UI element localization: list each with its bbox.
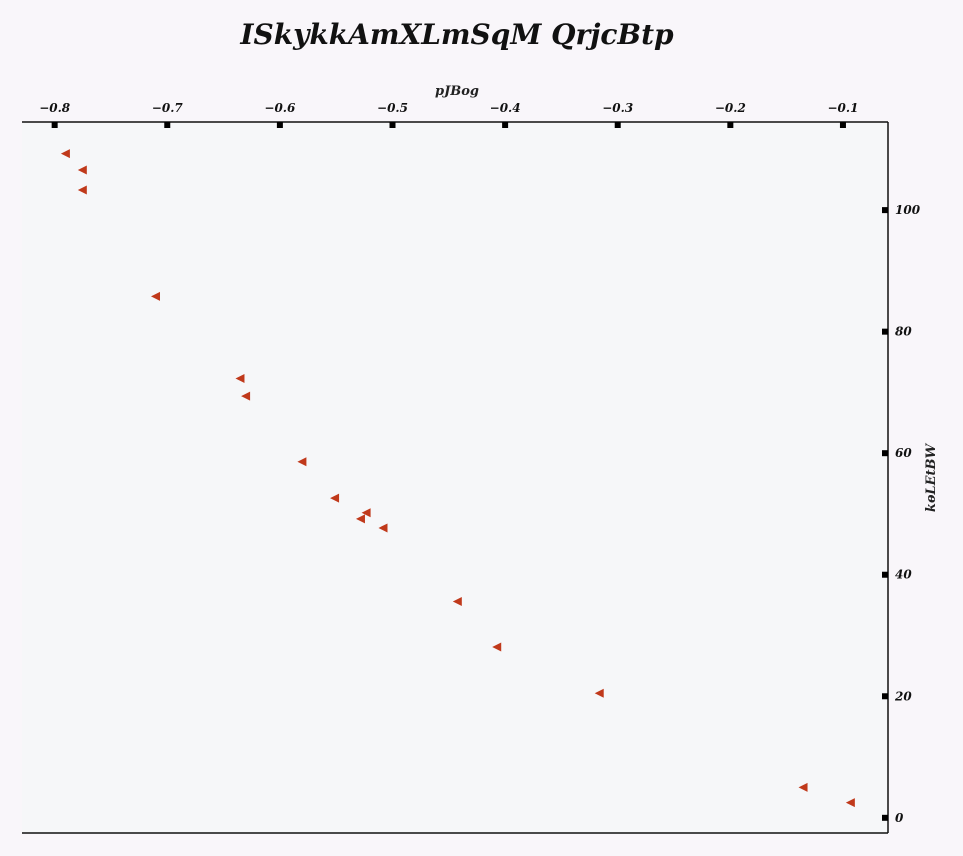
y-tick-label: 0 [895,811,904,825]
x-tick-mark [839,122,846,128]
y-tick-mark [882,814,888,821]
x-tick-label: −0.5 [377,101,408,115]
plot-area [22,122,888,833]
x-tick-mark [276,122,283,128]
data-point [594,688,604,698]
x-axis-ticks: −0.8 −0.7 −0.6 −0.5 −0.4 −0.3 −0.2 −0.1 [39,101,858,128]
x-tick-mark [614,122,621,128]
y-tick-label: 100 [895,203,921,217]
y-tick-mark [882,328,888,335]
data-point [798,782,808,792]
x-tick-label: −0.7 [152,101,184,115]
x-tick-label: −0.3 [602,101,633,115]
data-point [60,149,70,159]
data-point [361,508,371,518]
data-points [60,149,855,808]
x-tick-label: −0.4 [490,101,521,115]
data-point [492,642,502,652]
data-point [452,596,462,606]
chart-title: ISkykkAmXLmSqM QrjcBtp [239,18,674,51]
x-tick-mark [389,122,396,128]
y-tick-mark [882,450,888,457]
data-point [330,493,340,503]
x-tick-mark [164,122,171,128]
y-tick-label: 60 [895,446,912,460]
y-tick-mark [882,571,888,578]
y-tick-mark [882,693,888,700]
y-axis-label: kѳLEtBW [924,443,939,513]
y-tick-label: 80 [895,325,912,339]
y-axis-ticks: 0 20 40 60 80 100 [882,203,921,825]
y-tick-label: 20 [894,689,912,703]
data-point [297,457,307,467]
data-point [355,514,365,524]
x-axis-label: pJBog [435,84,479,99]
x-tick-label: −0.6 [264,101,296,115]
x-tick-label: −0.2 [715,101,746,115]
x-tick-label: −0.1 [827,101,858,115]
data-point [151,291,161,301]
data-point [845,798,855,808]
x-tick-mark [502,122,509,128]
y-tick-label: 40 [895,568,912,582]
data-point [235,373,245,383]
data-point [77,185,87,195]
data-point [241,391,251,401]
x-tick-label: −0.8 [39,101,71,115]
x-tick-mark [727,122,734,128]
data-point [378,523,388,533]
y-tick-mark [882,207,888,214]
data-point [77,165,87,175]
x-tick-mark [51,122,58,128]
